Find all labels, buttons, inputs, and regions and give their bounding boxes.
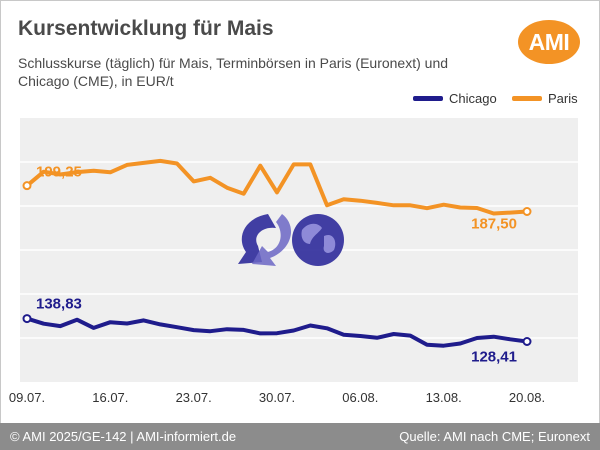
watermark-continents [301,223,336,253]
start-marker-chicago [22,314,32,324]
chart-subtitle: Schlusskurse (täglich) für Mais, Terminb… [18,55,449,89]
x-tick-label: 20.08. [509,390,545,405]
legend-swatch-chicago [413,96,443,101]
watermark-globe [292,214,344,266]
legend-label-chicago: Chicago [449,91,497,106]
legend-swatch-paris [512,96,542,101]
data-labels: 138,83 128,41 199,25 187,50 [36,164,517,366]
x-tick-label: 16.07. [92,390,128,405]
ami-logo: AMI [518,20,580,64]
x-tick-label: 23.07. [176,390,212,405]
end-marker-chicago [522,336,532,346]
series-group [22,158,532,348]
data-label-end-paris: 187,50 [471,216,517,233]
x-tick-label: 09.07. [9,390,45,405]
legend-item-paris: Paris [512,91,578,106]
watermark-arrow-2 [252,214,292,266]
start-marker-paris [22,181,32,191]
x-tick-label: 13.08. [426,390,462,405]
ami-watermark-icon [238,214,344,266]
legend-label-paris: Paris [548,91,578,106]
footer-source: Quelle: AMI nach CME; Euronext [399,429,590,444]
watermark-arrow [238,214,276,264]
x-tick-label: 06.08. [342,390,378,405]
data-label-end-chicago: 128,41 [471,348,517,365]
data-label-start-paris: 199,25 [36,164,82,181]
footer-bar: © AMI 2025/GE-142 | AMI-informiert.de Qu… [0,423,600,450]
data-label-start-chicago: 138,83 [36,296,82,313]
legend-item-chicago: Chicago [413,91,497,106]
series-line-chicago [25,316,529,348]
end-marker-paris [522,207,532,216]
x-axis-ticks: 09.07. 16.07. 23.07. 30.07. 06.08. 13.08. 20.0… [9,390,545,405]
chart-title: Kursentwicklung für Mais [18,17,274,40]
footer-copyright: © AMI 2025/GE-142 | AMI-informiert.de [10,429,237,444]
x-tick-label: 30.07. [259,390,295,405]
series-line-paris [25,158,529,216]
